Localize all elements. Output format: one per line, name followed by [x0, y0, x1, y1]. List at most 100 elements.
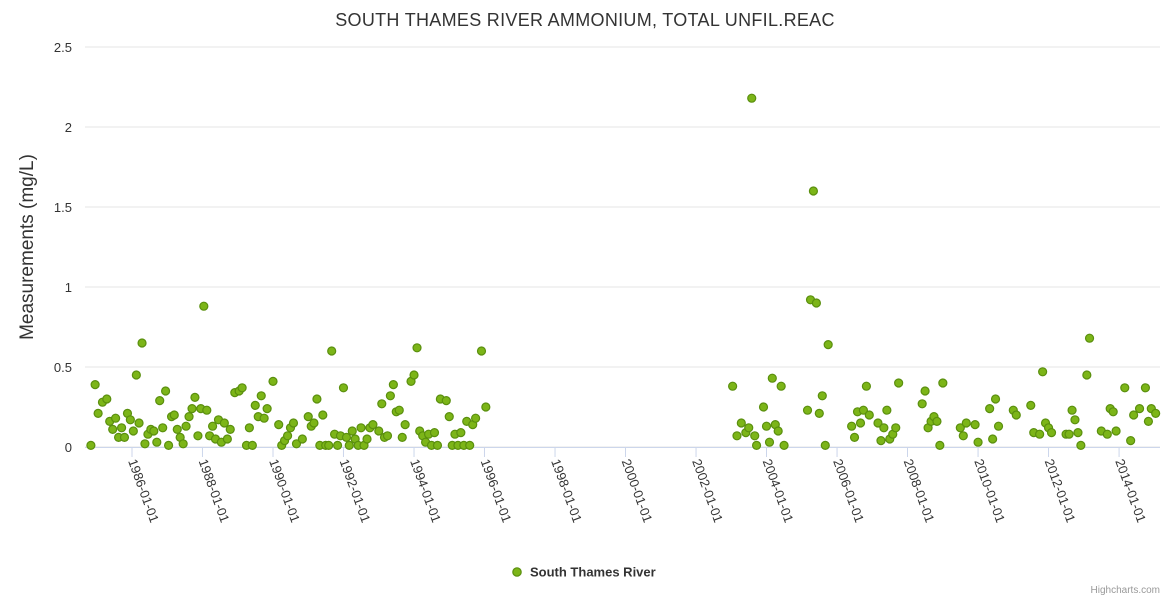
data-point[interactable]: [750, 431, 760, 441]
data-point[interactable]: [1111, 426, 1121, 436]
data-point[interactable]: [808, 186, 819, 196]
data-point[interactable]: [1046, 428, 1057, 438]
data-point[interactable]: [751, 440, 762, 450]
data-point[interactable]: [744, 423, 754, 433]
data-point[interactable]: [400, 420, 410, 430]
data-point[interactable]: [140, 439, 150, 449]
data-point[interactable]: [776, 381, 786, 391]
data-point[interactable]: [811, 298, 822, 308]
data-point[interactable]: [128, 426, 138, 436]
data-point[interactable]: [291, 439, 302, 449]
data-point[interactable]: [1102, 429, 1112, 439]
data-point[interactable]: [187, 404, 197, 414]
data-point[interactable]: [397, 432, 407, 442]
data-point[interactable]: [1108, 407, 1118, 417]
data-point[interactable]: [849, 432, 860, 442]
data-point[interactable]: [303, 412, 313, 422]
data-point[interactable]: [344, 440, 354, 450]
data-point[interactable]: [817, 391, 827, 401]
data-point[interactable]: [990, 394, 1001, 404]
data-point[interactable]: [747, 93, 757, 103]
data-point[interactable]: [917, 399, 927, 409]
data-point[interactable]: [779, 440, 789, 450]
data-point[interactable]: [137, 338, 147, 348]
data-point[interactable]: [178, 439, 188, 449]
data-point[interactable]: [382, 431, 393, 441]
data-point[interactable]: [732, 431, 742, 441]
data-point[interactable]: [1140, 383, 1151, 393]
data-point[interactable]: [324, 440, 334, 450]
data-point[interactable]: [388, 380, 398, 390]
data-point[interactable]: [456, 428, 466, 438]
data-point[interactable]: [920, 386, 930, 396]
data-point[interactable]: [823, 340, 833, 350]
data-point[interactable]: [309, 418, 319, 428]
data-point[interactable]: [250, 400, 260, 410]
data-point[interactable]: [764, 437, 775, 447]
data-point[interactable]: [1076, 440, 1086, 450]
data-point[interactable]: [297, 434, 307, 444]
data-point[interactable]: [938, 378, 948, 388]
data-point[interactable]: [441, 396, 451, 406]
data-point[interactable]: [225, 424, 235, 434]
data-point[interactable]: [193, 431, 203, 441]
data-point[interactable]: [1035, 429, 1045, 439]
data-point[interactable]: [993, 421, 1004, 431]
data-point[interactable]: [385, 391, 395, 401]
data-point[interactable]: [259, 413, 269, 423]
data-point[interactable]: [802, 405, 813, 415]
data-point[interactable]: [119, 432, 130, 442]
data-point[interactable]: [1011, 410, 1021, 420]
data-point[interactable]: [158, 423, 168, 433]
data-point[interactable]: [338, 383, 349, 393]
data-point[interactable]: [274, 420, 284, 430]
data-point[interactable]: [409, 370, 419, 380]
data-point[interactable]: [368, 420, 378, 430]
data-point[interactable]: [374, 426, 384, 436]
data-point[interactable]: [288, 418, 299, 428]
data-point[interactable]: [1082, 370, 1092, 380]
data-point[interactable]: [1038, 367, 1048, 377]
data-point[interactable]: [1073, 428, 1083, 438]
data-point[interactable]: [412, 343, 422, 353]
data-point[interactable]: [471, 413, 481, 423]
credits-link[interactable]: Highcharts.com: [1091, 585, 1160, 596]
data-point[interactable]: [268, 376, 278, 386]
data-point[interactable]: [985, 404, 995, 414]
data-point[interactable]: [202, 405, 212, 415]
data-point[interactable]: [282, 431, 293, 441]
data-point[interactable]: [318, 410, 328, 420]
data-point[interactable]: [149, 426, 159, 436]
data-point[interactable]: [184, 412, 194, 422]
data-point[interactable]: [1151, 408, 1161, 418]
data-point[interactable]: [90, 380, 100, 390]
legend-marker[interactable]: [512, 567, 522, 577]
data-point[interactable]: [1143, 416, 1154, 426]
data-point[interactable]: [864, 410, 874, 420]
data-point[interactable]: [160, 386, 171, 396]
data-point[interactable]: [932, 416, 942, 426]
data-point[interactable]: [362, 434, 372, 444]
data-point[interactable]: [935, 440, 945, 450]
data-point[interactable]: [172, 424, 182, 434]
data-point[interactable]: [1126, 436, 1136, 446]
data-point[interactable]: [879, 423, 889, 433]
data-point[interactable]: [767, 373, 777, 383]
data-point[interactable]: [110, 413, 121, 423]
data-point[interactable]: [761, 421, 772, 431]
data-point[interactable]: [190, 392, 200, 402]
data-point[interactable]: [256, 391, 266, 401]
data-point[interactable]: [891, 423, 901, 433]
data-point[interactable]: [758, 402, 769, 412]
data-point[interactable]: [394, 405, 404, 415]
data-point[interactable]: [444, 412, 454, 422]
data-point[interactable]: [728, 381, 738, 391]
data-point[interactable]: [1064, 429, 1074, 439]
data-point[interactable]: [181, 421, 191, 431]
data-point[interactable]: [199, 301, 209, 311]
data-point[interactable]: [207, 421, 218, 431]
data-point[interactable]: [988, 434, 998, 444]
data-point[interactable]: [116, 423, 127, 433]
data-point[interactable]: [341, 432, 352, 442]
data-point[interactable]: [1120, 383, 1130, 393]
